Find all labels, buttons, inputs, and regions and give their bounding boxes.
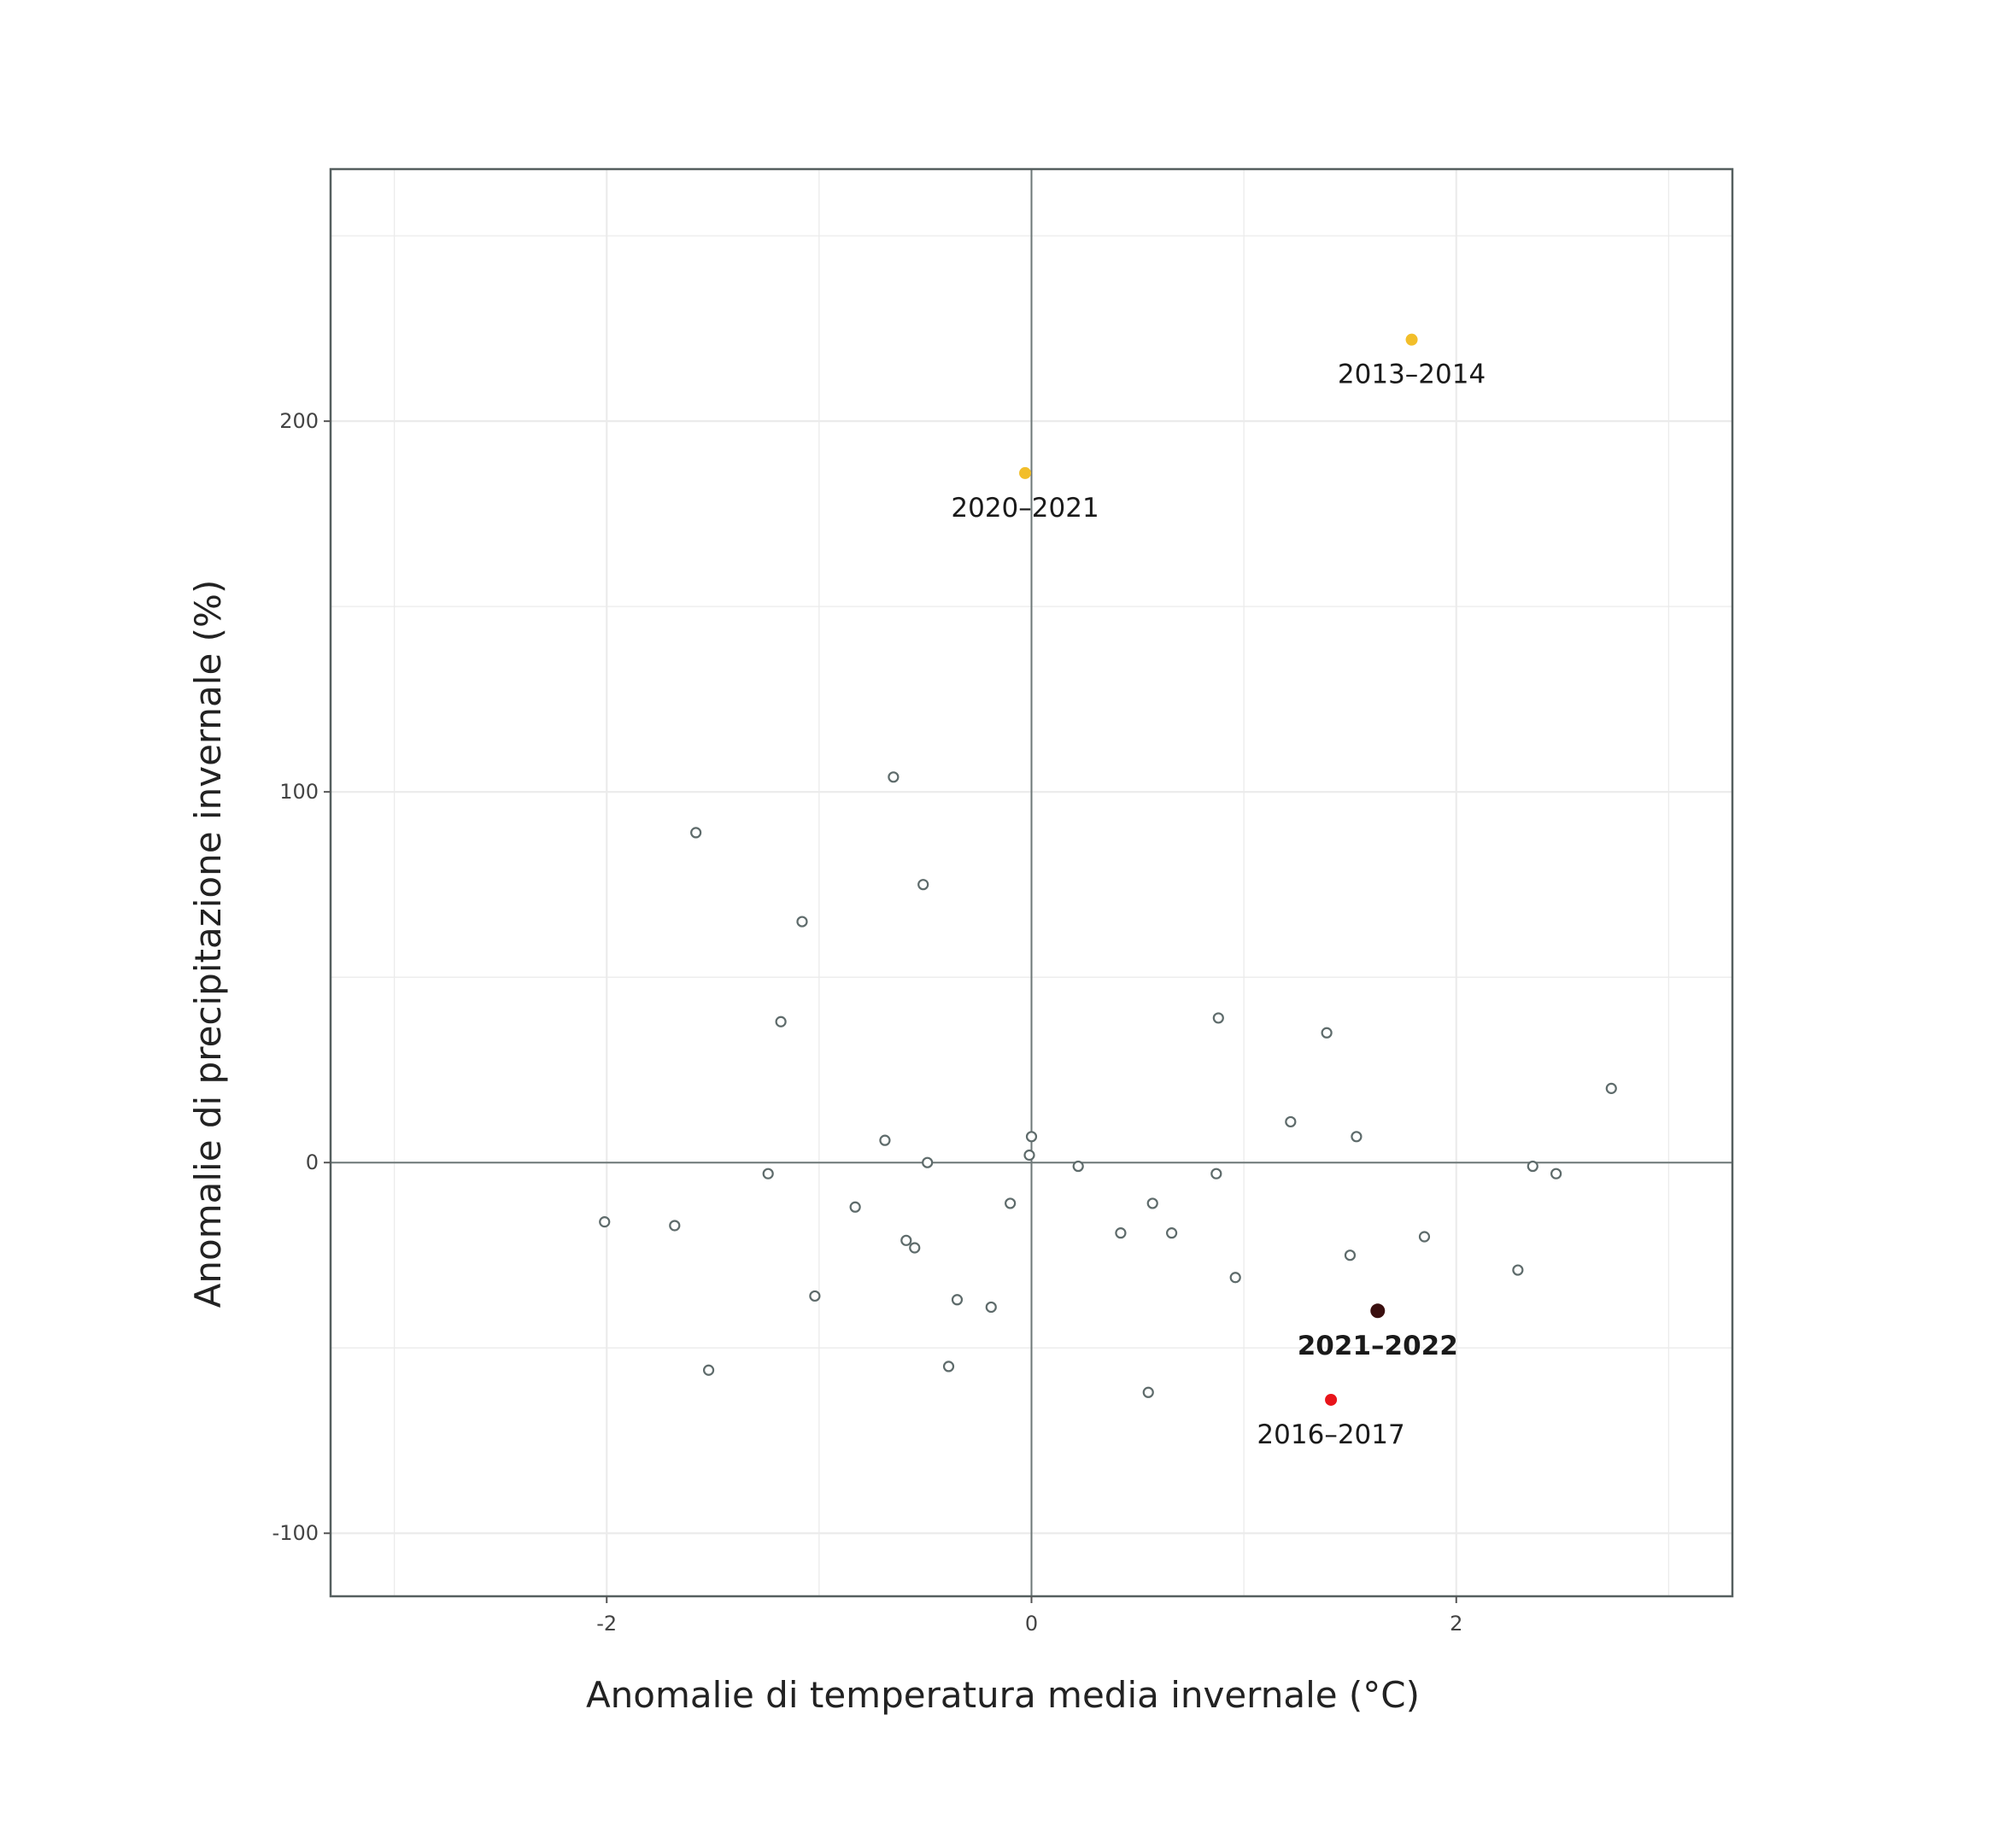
data-point [762, 1168, 774, 1179]
y-tick-label: 0 [306, 1150, 319, 1174]
point-annotation: 2021–2022 [1298, 1331, 1458, 1361]
data-point [909, 1242, 921, 1254]
data-point [690, 827, 702, 839]
data-point [1229, 1272, 1241, 1284]
point-annotation: 2013–2014 [1338, 360, 1486, 390]
data-point [879, 1134, 891, 1146]
x-tick-label: 2 [1450, 1612, 1462, 1636]
data-point [1344, 1250, 1357, 1261]
data-point [775, 1016, 787, 1027]
highlighted-points: 2013–2014 2020–2021 2021–2022 2016–2017 [951, 333, 1486, 1450]
data-point [922, 1156, 934, 1168]
x-axis-title: Anomalie di temperatura media invernale … [586, 1674, 1420, 1716]
y-tick-label: 100 [279, 780, 319, 804]
data-points [599, 771, 1617, 1398]
data-point [1210, 1168, 1222, 1179]
y-axis-title: Anomalie di precipitazione invernale (%) [187, 580, 229, 1308]
data-point [1025, 1131, 1038, 1143]
x-axis-ticks: -2 0 2 [596, 1596, 1462, 1636]
data-point [1212, 1012, 1224, 1024]
highlighted-point [1325, 1393, 1338, 1406]
data-point [1512, 1264, 1524, 1276]
x-tick-label: -2 [596, 1612, 617, 1636]
data-point [1418, 1231, 1431, 1243]
data-point [1550, 1168, 1562, 1179]
data-point [1072, 1160, 1084, 1173]
data-point [809, 1290, 821, 1302]
y-tick-label: 200 [279, 409, 319, 433]
data-point [942, 1361, 955, 1373]
data-point [849, 1201, 861, 1213]
data-point [1285, 1115, 1297, 1128]
data-point [1005, 1197, 1017, 1209]
data-point [1351, 1131, 1363, 1143]
data-point [1165, 1227, 1178, 1239]
data-point [1115, 1227, 1127, 1239]
data-point [1321, 1027, 1333, 1039]
y-axis-ticks: -100 0 100 200 [273, 409, 331, 1545]
point-annotation: 2016–2017 [1257, 1419, 1404, 1450]
data-point [985, 1301, 997, 1314]
highlighted-point [1405, 333, 1418, 346]
data-point [917, 879, 929, 891]
highlighted-point [1019, 466, 1032, 479]
y-tick-label: -100 [273, 1521, 319, 1545]
data-point [900, 1234, 912, 1246]
highlighted-point [1370, 1303, 1386, 1319]
zero-lines [331, 169, 1732, 1596]
data-point [951, 1294, 964, 1306]
data-point [1146, 1197, 1158, 1209]
data-point [1142, 1386, 1154, 1398]
point-annotation: 2020–2021 [951, 493, 1099, 524]
data-point [1527, 1160, 1538, 1173]
data-point [669, 1220, 681, 1232]
data-point [599, 1216, 611, 1228]
data-point [1605, 1082, 1617, 1094]
x-tick-label: 0 [1025, 1612, 1038, 1636]
data-point [702, 1364, 715, 1376]
data-point [796, 916, 808, 928]
data-point [1023, 1149, 1035, 1162]
data-point [888, 771, 900, 783]
